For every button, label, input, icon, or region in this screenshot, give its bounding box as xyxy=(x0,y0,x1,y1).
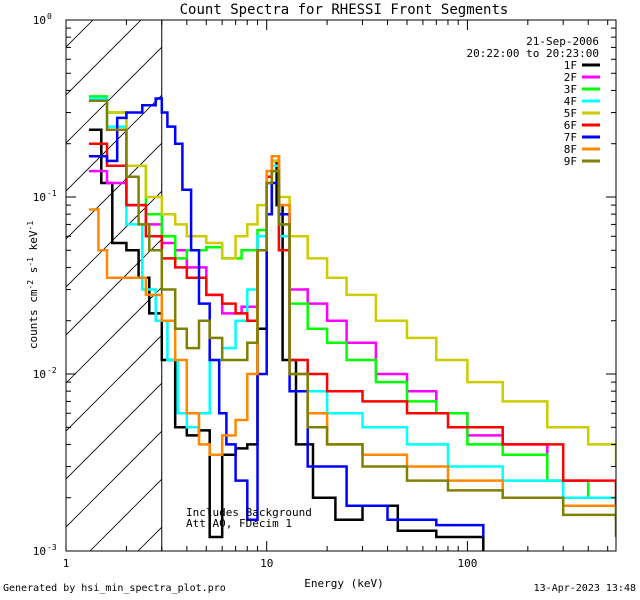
legend-label-1F: 1F xyxy=(564,59,577,72)
footer-timestamp: 13-Apr-2023 13:48 xyxy=(533,583,636,594)
hatch-line xyxy=(66,142,162,240)
hatch-line xyxy=(89,478,162,551)
legend-label-4F: 4F xyxy=(564,95,577,108)
x-tick-label: 1 xyxy=(63,557,70,570)
hatch-line xyxy=(66,238,162,336)
series-line-4F xyxy=(88,97,616,520)
y-tick-label: 10 xyxy=(33,14,46,27)
hatch-line xyxy=(0,0,114,551)
hatch-line xyxy=(282,0,640,551)
x-tick-label: 100 xyxy=(457,557,477,570)
y-tick-exponent: -1 xyxy=(47,189,57,198)
hatch-line xyxy=(618,0,640,551)
hatch-line xyxy=(66,382,162,480)
y-axis-label: counts cm-2 s-1 keV-1 xyxy=(26,221,40,349)
axes xyxy=(65,19,617,552)
hatch-line xyxy=(426,0,640,551)
legend-label-8F: 8F xyxy=(564,143,577,156)
annotation-background: Includes Background xyxy=(186,506,312,519)
y-tick-label: 10 xyxy=(33,191,46,204)
hatch-line xyxy=(66,20,142,96)
legend-label-7F: 7F xyxy=(564,131,577,144)
series-line-7F xyxy=(88,97,485,537)
hatch-line xyxy=(474,0,640,551)
chart-title: Count Spectra for RHESSI Front Segments xyxy=(180,2,509,18)
y-tick-label: 10 xyxy=(33,368,46,381)
series-line-1F xyxy=(88,128,485,551)
hatch-line xyxy=(234,0,640,551)
y-tick-exponent: -3 xyxy=(47,543,57,552)
hatch-line xyxy=(378,0,640,551)
legend-label-2F: 2F xyxy=(564,71,577,84)
hatch-line xyxy=(66,430,162,528)
series-line-3F xyxy=(88,95,616,515)
time-range-label: 20:22:00 to 20:23:00 xyxy=(467,47,599,60)
legend-label-3F: 3F xyxy=(564,83,577,96)
hatch-line xyxy=(522,0,640,551)
hatched-region xyxy=(0,0,640,551)
hatch-line xyxy=(570,0,640,551)
series-line-5F xyxy=(88,99,616,467)
legend-label-6F: 6F xyxy=(564,119,577,132)
hatch-line xyxy=(66,334,162,432)
legend-label-5F: 5F xyxy=(564,107,577,120)
hatch-line xyxy=(330,0,640,551)
x-tick-label: 10 xyxy=(260,557,273,570)
annotation-attenuator: Att A0, FDecim 1 xyxy=(186,517,292,530)
series-line-9F xyxy=(88,99,616,537)
y-tick-exponent: -2 xyxy=(47,366,57,375)
date-label: 21-Sep-2006 xyxy=(526,35,599,48)
hatch-line xyxy=(66,286,162,384)
legend-label-9F: 9F xyxy=(564,155,577,168)
series-lines xyxy=(88,95,616,551)
hatch-line xyxy=(66,46,162,144)
hatch-line xyxy=(66,94,162,192)
y-tick-exponent: 0 xyxy=(47,12,52,21)
y-tick-label: 10 xyxy=(33,545,46,558)
plot-frame xyxy=(65,19,617,552)
footer-generator: Generated by hsi_min_spectra_plot.pro xyxy=(3,583,226,594)
x-axis-label: Energy (keV) xyxy=(304,577,383,590)
hatch-line xyxy=(66,190,162,288)
